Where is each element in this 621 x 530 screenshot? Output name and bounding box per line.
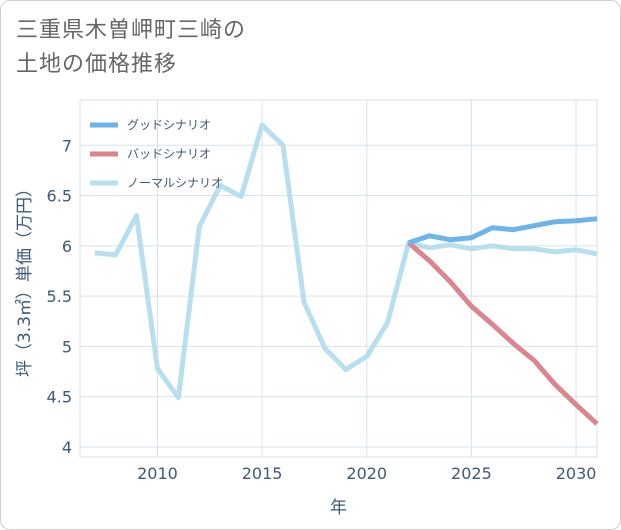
y-axis-title: 坪（3.3㎡）単価（万円）	[15, 180, 35, 377]
y-axis-ticks: 4 4.5 5 5.5 6 6.5 7	[47, 136, 72, 457]
x-axis-ticks: 2010 2015 2020 2025 2030	[137, 464, 596, 483]
y-tick-label: 5.5	[47, 287, 72, 306]
legend-item-0[interactable]: グッドシナリオ	[90, 118, 211, 132]
series-line-2	[94, 122, 598, 401]
y-tick-label: 6.5	[47, 187, 72, 206]
chart-title: 三重県木曽岬町三崎の 土地の価格推移	[16, 14, 246, 82]
y-tick-label: 4	[62, 438, 72, 457]
legend-label: ノーマルシナリオ	[127, 176, 223, 190]
legend-label: グッドシナリオ	[127, 118, 211, 132]
x-tick-label: 2020	[346, 464, 387, 483]
title-line-1: 三重県木曽岬町三崎の	[16, 18, 247, 43]
grid-lines	[80, 100, 597, 457]
x-tick-label: 2015	[242, 464, 283, 483]
y-tick-label: 7	[62, 136, 72, 155]
series-lines	[94, 122, 599, 426]
legend-item-1[interactable]: バッドシナリオ	[90, 147, 211, 161]
plot-area	[79, 99, 598, 458]
legend-item-2[interactable]: ノーマルシナリオ	[90, 176, 223, 190]
x-tick-label: 2025	[451, 464, 492, 483]
series-line-0	[407, 216, 598, 246]
y-tick-label: 4.5	[47, 388, 72, 407]
series-line-1	[406, 240, 599, 426]
legend-label: バッドシナリオ	[127, 147, 211, 161]
x-tick-label: 2010	[137, 464, 178, 483]
title-line-2: 土地の価格推移	[16, 52, 178, 77]
x-axis-title: 年	[330, 498, 347, 518]
y-tick-label: 5	[62, 337, 72, 356]
y-tick-label: 6	[62, 237, 72, 256]
x-tick-label: 2030	[556, 464, 597, 483]
